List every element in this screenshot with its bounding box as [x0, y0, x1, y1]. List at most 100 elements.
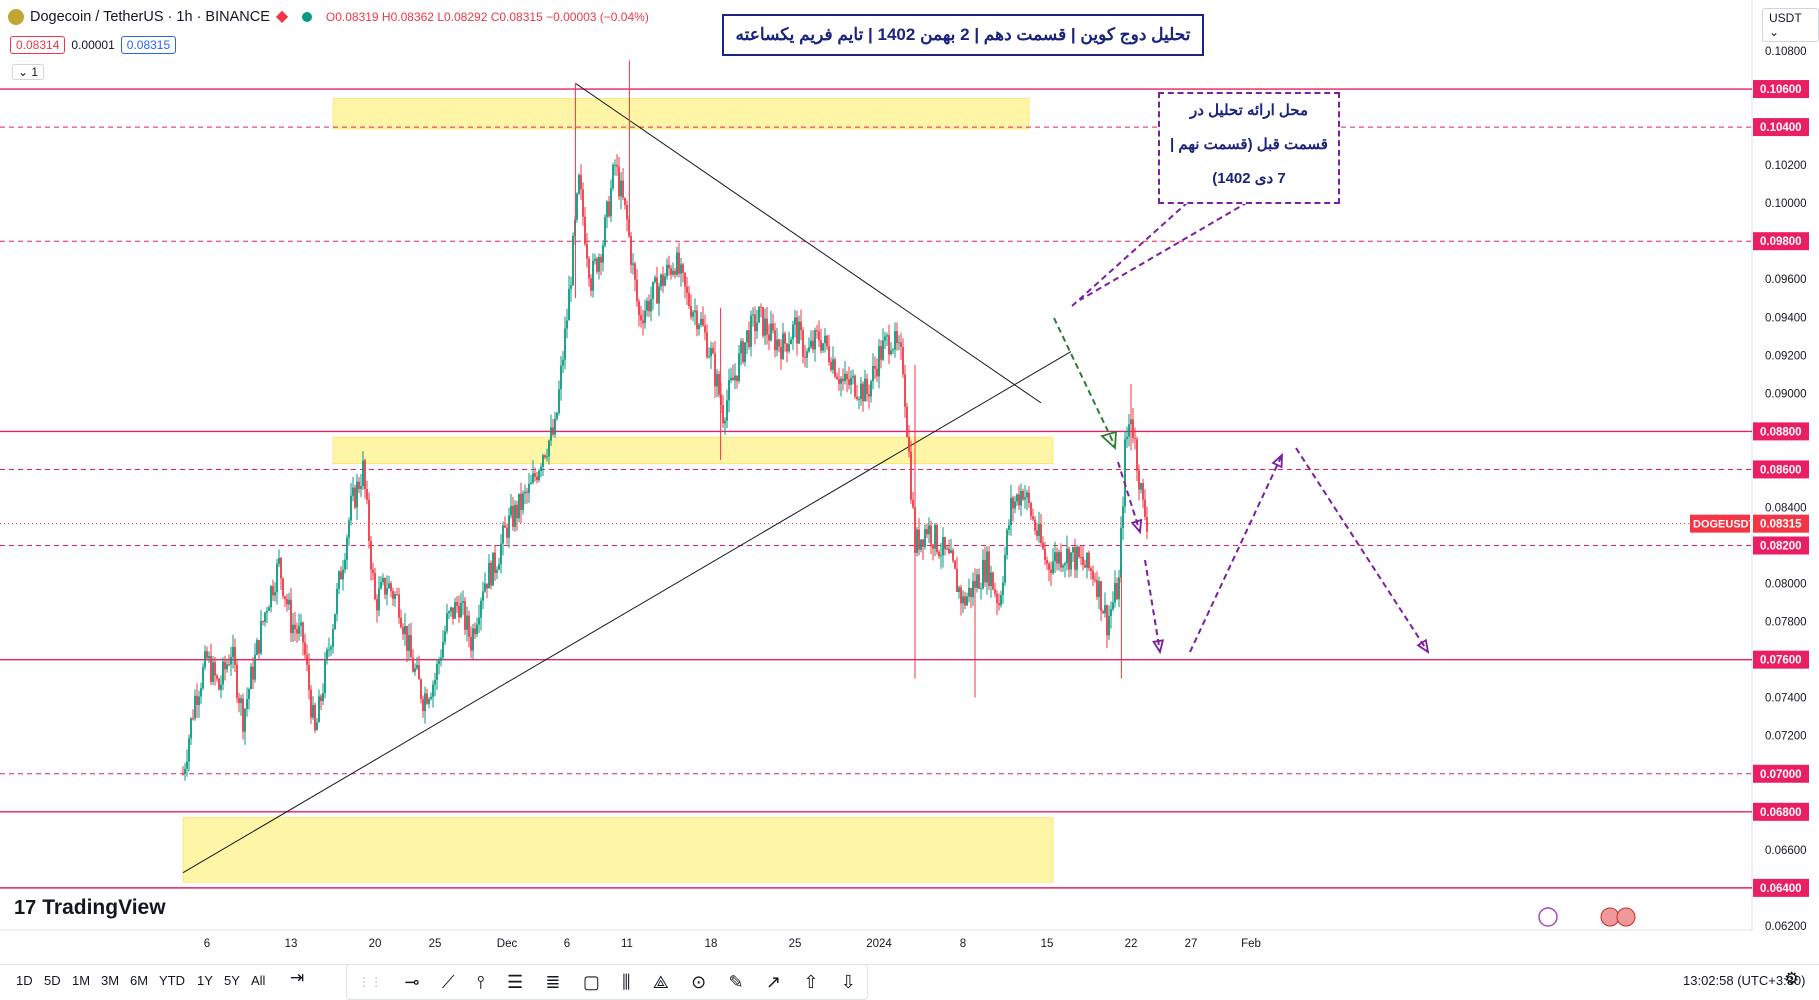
y-tick-label: 0.07200 — [1765, 731, 1807, 743]
candle-body — [696, 310, 698, 330]
drag-handle-icon[interactable]: ⋮⋮ — [358, 975, 383, 989]
currency-selector[interactable]: USDT ⌄ — [1762, 8, 1819, 42]
trend-line-icon[interactable]: ⟋ — [441, 971, 455, 992]
candle-body — [598, 256, 600, 272]
candle-body — [890, 350, 892, 355]
timeframe-1y[interactable]: 1Y — [197, 973, 213, 988]
candle-body — [1048, 563, 1050, 570]
price-level-tag — [1753, 460, 1809, 479]
arrow-up-icon[interactable]: ⇧ — [803, 971, 819, 992]
candle-body — [896, 331, 898, 344]
candle-body — [894, 331, 896, 350]
candle-body — [836, 376, 838, 380]
candle-body — [1056, 552, 1058, 564]
candle-body — [966, 596, 968, 606]
candle-body — [262, 621, 264, 623]
candle-body — [858, 398, 860, 400]
vertical-line-icon[interactable]: ⫯ — [476, 971, 485, 992]
candle-body — [300, 622, 302, 626]
symbol-title[interactable]: Dogecoin / TetherUS · 1h · BINANCE — [30, 9, 270, 25]
candle-body — [800, 321, 802, 331]
timeframe-1m[interactable]: 1M — [72, 973, 91, 988]
utc-clock[interactable]: 13:02:58 (UTC+3:30) — [1683, 973, 1806, 988]
y-tick-label: 0.06600 — [1765, 845, 1807, 857]
timeframe-6m[interactable]: 6M — [130, 973, 149, 988]
horizontal-ray-icon[interactable]: ⊸ — [404, 971, 420, 992]
price-level-label: 0.07000 — [1760, 769, 1802, 781]
candle-body — [870, 381, 872, 397]
candle-body — [852, 375, 854, 378]
gear-icon[interactable]: ⚙ — [1784, 969, 1800, 988]
candle-body — [444, 631, 446, 642]
candle-body — [234, 646, 236, 665]
candle-body — [866, 378, 868, 394]
projection-arrow-head — [1416, 638, 1430, 654]
candle-body — [1038, 524, 1040, 537]
candle-body — [576, 193, 578, 220]
ask-price-button[interactable]: 0.08315 — [120, 36, 177, 54]
candle-body — [360, 486, 362, 489]
timeframe-5d[interactable]: 5D — [44, 973, 61, 988]
candle-body — [898, 342, 900, 344]
circle-icon[interactable]: ⊙ — [691, 971, 707, 992]
candle-body — [922, 539, 924, 547]
candle-body — [1018, 494, 1020, 506]
candle-body — [184, 768, 186, 775]
timeframe-1d[interactable]: 1D — [16, 973, 33, 988]
fib-retracement-icon[interactable]: ≣ — [545, 971, 561, 992]
tradingview-logo[interactable]: 17 TradingView — [14, 896, 166, 920]
arrow-down-icon[interactable]: ⇩ — [840, 971, 856, 992]
x-tick-label: 6 — [564, 938, 570, 950]
candle-body — [364, 460, 366, 490]
price-level-tag — [1753, 878, 1809, 897]
timeframe-3m[interactable]: 3M — [101, 973, 120, 988]
bid-price-button[interactable]: 0.08314 — [10, 36, 66, 54]
candle-body — [288, 599, 290, 605]
candle-body — [770, 323, 772, 341]
alert-flag-icon[interactable]: ◆ — [275, 8, 289, 25]
candle-body — [454, 602, 456, 619]
candle-body — [1086, 552, 1088, 568]
candle-body — [642, 320, 644, 324]
candle-body — [856, 396, 858, 400]
candle-body — [334, 614, 336, 630]
timeframe-5y[interactable]: 5Y — [224, 973, 240, 988]
timeframe-ytd[interactable]: YTD — [159, 973, 185, 988]
parallel-channel-icon[interactable]: ☰ — [506, 971, 524, 992]
candle-body — [546, 456, 548, 458]
candle-body — [982, 559, 984, 589]
candle-body — [780, 346, 782, 360]
candle-body — [358, 481, 360, 489]
candle-body — [312, 704, 314, 718]
candle-body — [208, 656, 210, 659]
timeframe-all[interactable]: All — [251, 973, 266, 988]
candle-body — [956, 568, 958, 592]
candle-body — [806, 351, 808, 358]
candle-body — [612, 164, 614, 189]
candle-body — [812, 340, 814, 350]
path-icon[interactable]: ⟁ — [652, 971, 669, 992]
candle-body — [532, 473, 534, 483]
candle-body — [1098, 581, 1100, 597]
candle-body — [1078, 546, 1080, 558]
calendar-range-icon[interactable]: ⇥ — [290, 968, 305, 987]
candle-body — [348, 520, 350, 538]
rectangle-icon[interactable]: ▢ — [582, 971, 600, 992]
candle-body — [266, 610, 268, 613]
long-position-icon[interactable]: ⫼ — [622, 971, 631, 992]
indicator-collapse-button[interactable]: ⌄ 1 — [12, 64, 45, 80]
candle-body — [1114, 582, 1116, 603]
candle-body — [778, 339, 780, 347]
x-tick-label: 15 — [1041, 938, 1054, 950]
us-flag-event-icon — [1616, 907, 1636, 927]
arrow-icon[interactable]: ↗ — [765, 971, 782, 992]
candle-body — [616, 164, 618, 167]
symbol-tag-label: DOGEUSDT — [1693, 519, 1756, 531]
candle-body — [380, 581, 382, 589]
candle-body — [466, 615, 468, 630]
brush-icon[interactable]: ✎ — [728, 971, 744, 992]
candle-body — [716, 374, 718, 387]
y-tick-label: 0.09000 — [1765, 388, 1807, 400]
candle-body — [518, 493, 520, 519]
